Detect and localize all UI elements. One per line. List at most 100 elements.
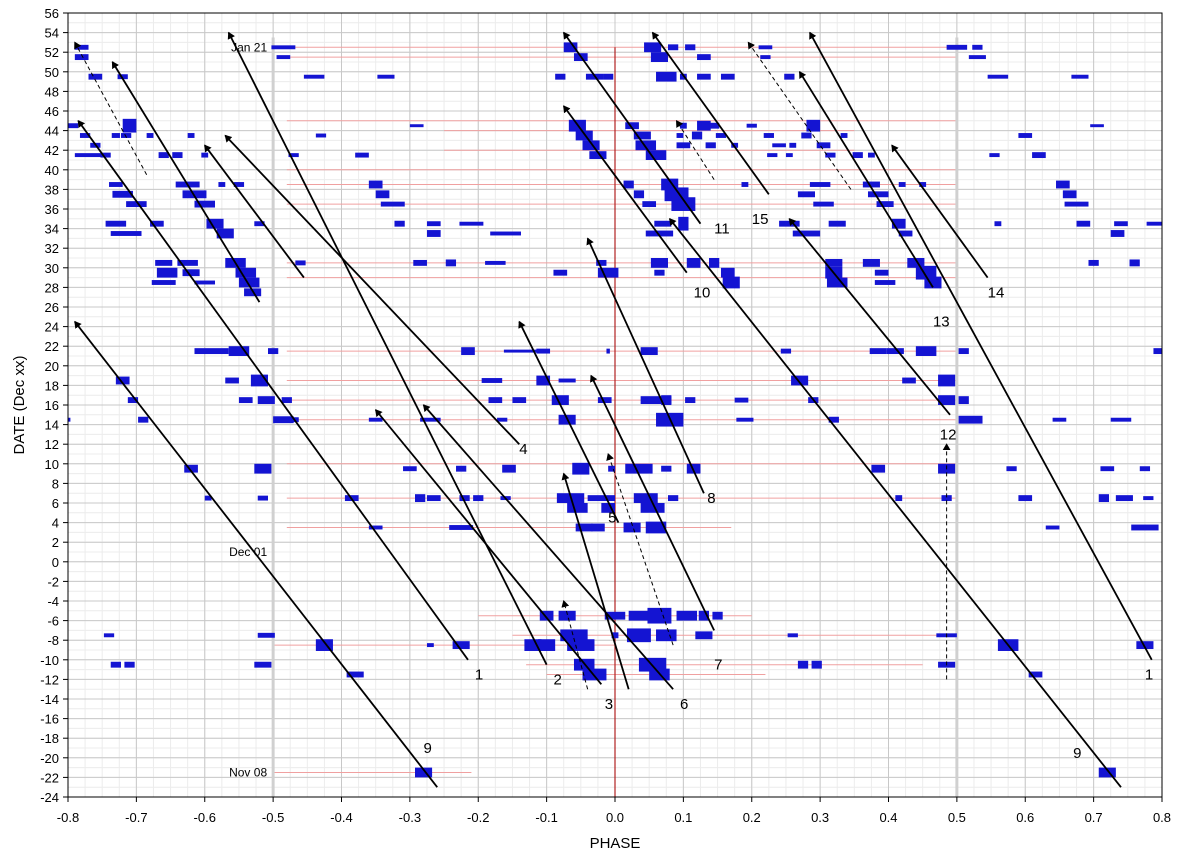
observation-marker [938,374,956,387]
x-tick-label: -0.8 [57,810,79,825]
observation-marker [120,133,132,138]
observation-marker [958,348,969,355]
observation-marker [697,73,711,80]
trend-track [590,374,715,631]
observation-marker [679,122,687,129]
trend-track [74,320,438,788]
y-tick-label: -4 [47,594,59,609]
observation-marker [763,133,774,138]
observation-marker [604,611,626,620]
observation-marker [426,230,441,237]
y-tick-label: 4 [52,516,59,531]
observation-marker [394,220,405,227]
observation-marker [1146,221,1162,226]
trend-track [561,472,630,690]
observation-marker [420,417,441,422]
observation-marker [380,201,405,207]
observation-marker [459,221,484,226]
observation-marker [797,660,809,669]
observation-marker [177,259,198,266]
observation-marker [452,641,470,650]
y-tick-label: 54 [45,26,59,41]
observation-marker [972,44,983,50]
y-tick-label: -10 [40,653,59,668]
y-tick-label: 24 [45,320,59,335]
track-label: 11 [714,221,730,238]
y-tick-label: 40 [45,163,59,178]
observation-marker [898,230,913,237]
observation-marker [792,230,821,237]
observation-marker [705,142,716,149]
track-label: 3 [605,696,613,713]
y-tick-label: -14 [40,692,59,707]
observation-marker [582,668,607,681]
observation-marker [68,123,79,129]
observation-marker [560,629,588,642]
x-tick-label: 0.8 [1153,810,1171,825]
observation-marker [156,267,178,278]
observation-marker [368,525,383,530]
observation-marker [760,55,771,60]
y-tick-label: -12 [40,672,59,687]
y-tick-label: 8 [52,476,59,491]
observation-marker [111,133,120,138]
observation-marker [257,396,275,405]
observation-marker [536,348,551,354]
observation-marker [902,377,916,384]
observation-marker [355,152,369,158]
observation-marker [789,142,797,148]
observation-marker [676,610,698,621]
observation-marker [784,73,795,80]
observation-marker [712,611,723,620]
y-tick-label: 56 [45,6,59,21]
y-tick-labels: -24-22-20-18-16-14-12-10-8-6-4-202468101… [40,6,68,805]
y-tick-label: 12 [45,437,59,452]
observation-marker [1076,220,1091,227]
observation-marker [215,348,229,355]
observation-marker [216,228,234,239]
observation-marker [238,397,253,404]
observation-marker [481,378,503,383]
observation-marker [1131,524,1159,531]
observation-marker [368,417,383,422]
observation-marker [124,661,135,668]
observation-marker [654,269,665,276]
observation-marker [603,73,614,80]
observation-marker [488,397,503,404]
observation-marker [1062,190,1077,199]
observation-marker [589,151,607,160]
observation-marker [146,133,154,138]
observation-marker [281,397,292,404]
observation-marker [288,153,299,158]
observation-marker [697,54,711,61]
y-tick-label: -24 [40,790,59,805]
observation-marker [295,260,306,266]
observation-marker [869,348,887,355]
observation-marker [606,348,610,354]
observation-marker [553,269,568,276]
observation-marker [852,152,863,159]
observation-marker [315,639,333,651]
observation-marker [650,52,668,62]
observation-marker [456,465,467,472]
y-tick-label: 34 [45,222,59,237]
observation-marker [115,376,130,385]
observation-marker [74,153,103,158]
observation-marker [204,495,212,501]
observation-marker [524,639,542,651]
x-axis-label: PHASE [590,835,641,852]
x-tick-label: 0.4 [879,810,897,825]
observation-marker [1028,671,1043,678]
observation-marker [117,74,128,80]
observation-marker [644,42,662,53]
trend-track [77,119,469,661]
observation-marker [772,143,786,148]
observation-marker [915,346,937,356]
trend-track [798,70,934,288]
observation-marker [924,276,942,289]
observation-marker [575,523,593,532]
observation-marker [645,521,667,534]
observation-marker [473,495,484,502]
observation-marker [415,494,426,503]
observation-marker [828,220,846,227]
